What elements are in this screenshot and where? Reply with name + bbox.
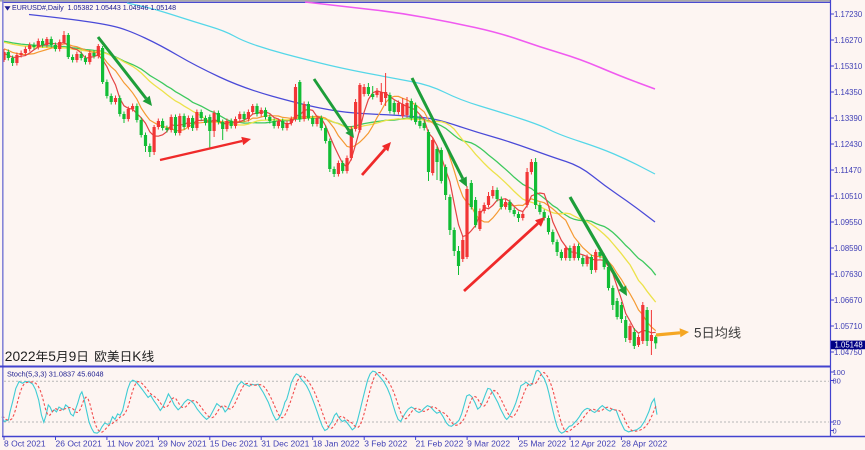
svg-text:21 Feb 2022: 21 Feb 2022 xyxy=(416,439,464,449)
svg-text:3 Feb 2022: 3 Feb 2022 xyxy=(364,439,407,449)
svg-text:8 Oct 2021: 8 Oct 2021 xyxy=(4,439,46,449)
svg-text:5: 5 xyxy=(694,326,702,341)
svg-text:20: 20 xyxy=(833,418,841,427)
svg-text:1.10510: 1.10510 xyxy=(834,192,863,201)
svg-text:1.07630: 1.07630 xyxy=(834,270,863,279)
svg-text:12 Apr 2022: 12 Apr 2022 xyxy=(570,439,616,449)
svg-text:1.08590: 1.08590 xyxy=(834,244,863,253)
svg-text:1.04750: 1.04750 xyxy=(834,348,863,357)
svg-text:1.05710: 1.05710 xyxy=(834,322,863,331)
svg-text:80: 80 xyxy=(833,376,841,385)
svg-text:15 Dec 2021: 15 Dec 2021 xyxy=(210,439,258,449)
svg-text:11 Nov 2021: 11 Nov 2021 xyxy=(107,439,155,449)
svg-text:9: 9 xyxy=(69,349,77,364)
svg-text:Stoch(5,3,3) 31.0837 45.6048: Stoch(5,3,3) 31.0837 45.6048 xyxy=(7,370,104,379)
svg-text:1.09550: 1.09550 xyxy=(834,218,863,227)
svg-text:29 Nov 2021: 29 Nov 2021 xyxy=(158,439,206,449)
svg-text:5: 5 xyxy=(48,349,56,364)
svg-text:EURUSD#,Daily 1.05382 1.05443: EURUSD#,Daily 1.05382 1.05443 1.04946 1.… xyxy=(12,4,176,12)
svg-text:1.06670: 1.06670 xyxy=(834,296,863,305)
svg-text:1.05148: 1.05148 xyxy=(835,340,863,349)
svg-text:9 Mar 2022: 9 Mar 2022 xyxy=(467,439,510,449)
svg-text:1.11470: 1.11470 xyxy=(834,166,862,175)
svg-text:K: K xyxy=(132,349,142,364)
svg-text:1.13390: 1.13390 xyxy=(834,114,863,123)
svg-text:0: 0 xyxy=(833,426,837,435)
svg-text:26 Oct 2021: 26 Oct 2021 xyxy=(56,439,103,449)
svg-text:1.16270: 1.16270 xyxy=(834,36,863,45)
svg-text:28 Apr 2022: 28 Apr 2022 xyxy=(621,439,667,449)
svg-text:100: 100 xyxy=(833,368,846,377)
svg-text:1.15310: 1.15310 xyxy=(834,62,863,71)
svg-text:1.14350: 1.14350 xyxy=(834,88,863,97)
svg-text:25 Mar 2022: 25 Mar 2022 xyxy=(519,439,567,449)
svg-text:2022: 2022 xyxy=(5,349,36,364)
svg-text:1.17230: 1.17230 xyxy=(834,10,863,19)
svg-text:31 Dec 2021: 31 Dec 2021 xyxy=(261,439,309,449)
svg-text:1.12430: 1.12430 xyxy=(834,140,863,149)
svg-text:18 Jan 2022: 18 Jan 2022 xyxy=(313,439,360,449)
